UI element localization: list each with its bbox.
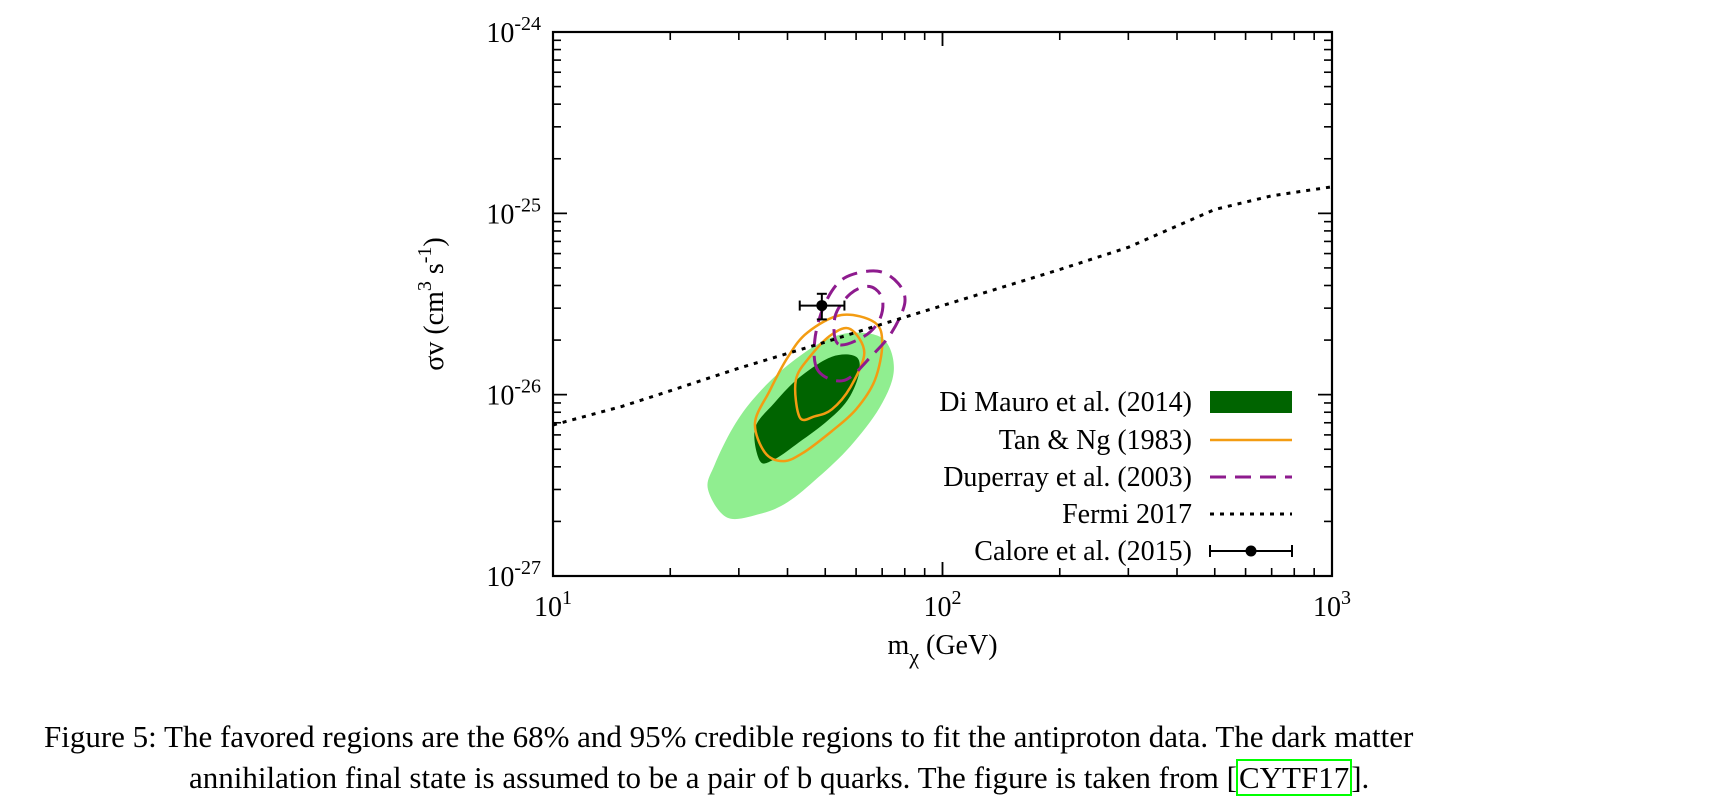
fermi-2017-line [552, 185, 1333, 427]
caption-text-2: annihilation final state is assumed to b… [189, 760, 1237, 795]
caption-text-1: The favored regions are the 68% and 95% … [164, 719, 1414, 754]
x-axis-title: mχ (GeV) [887, 630, 997, 669]
caption-line-2: annihilation final state is assumed to b… [44, 757, 1704, 798]
y-tick-label: 10-24 [486, 13, 541, 49]
y-tick-label: 10-26 [486, 376, 541, 412]
duperray-contour-68 [832, 284, 885, 347]
dimauro-68-region [754, 354, 860, 464]
legend-label-0: Di Mauro et al. (2014) [939, 387, 1192, 418]
calore-point [798, 292, 846, 321]
plot-frame [551, 30, 1334, 578]
axes: 101 102 103 10-27 10-26 10-25 10-24 mχ (GeV) σv … [414, 13, 1351, 669]
legend: Di Mauro et al. (2014) Tan & Ng (1983) Dup… [939, 387, 1293, 567]
caption-text-3: ]. [1351, 760, 1370, 795]
legend-swatch-calore [1209, 545, 1293, 557]
x-tick-label: 102 [924, 587, 962, 623]
x-tick-label: 103 [1313, 587, 1351, 623]
calore-marker [816, 300, 828, 312]
citation-link[interactable]: CYTF17 [1235, 759, 1353, 796]
legend-label-1: Tan & Ng (1983) [999, 425, 1192, 456]
legend-label-4: Calore et al. (2015) [974, 536, 1192, 567]
tan-ng-contour-95 [753, 313, 884, 463]
legend-label-2: Duperray et al. (2003) [943, 462, 1192, 493]
legend-swatch-dimauro [1210, 391, 1292, 413]
y-tick-label: 10-27 [486, 557, 541, 593]
x-tick-label: 101 [534, 587, 572, 623]
chart: 101 102 103 10-27 10-26 10-25 10-24 mχ (GeV) σv … [414, 13, 1351, 669]
legend-label-3: Fermi 2017 [1062, 499, 1192, 530]
plot-area [552, 185, 1333, 520]
y-tick-label: 10-25 [486, 194, 541, 230]
caption-label: Figure 5: [44, 719, 157, 754]
y-axis-title: σv (cm3 s-1) [414, 237, 450, 371]
tan-ng-contour-68 [793, 326, 866, 422]
caption-line-1: Figure 5: The favored regions are the 68… [44, 716, 1704, 757]
figure-caption: Figure 5: The favored regions are the 68… [44, 716, 1704, 798]
